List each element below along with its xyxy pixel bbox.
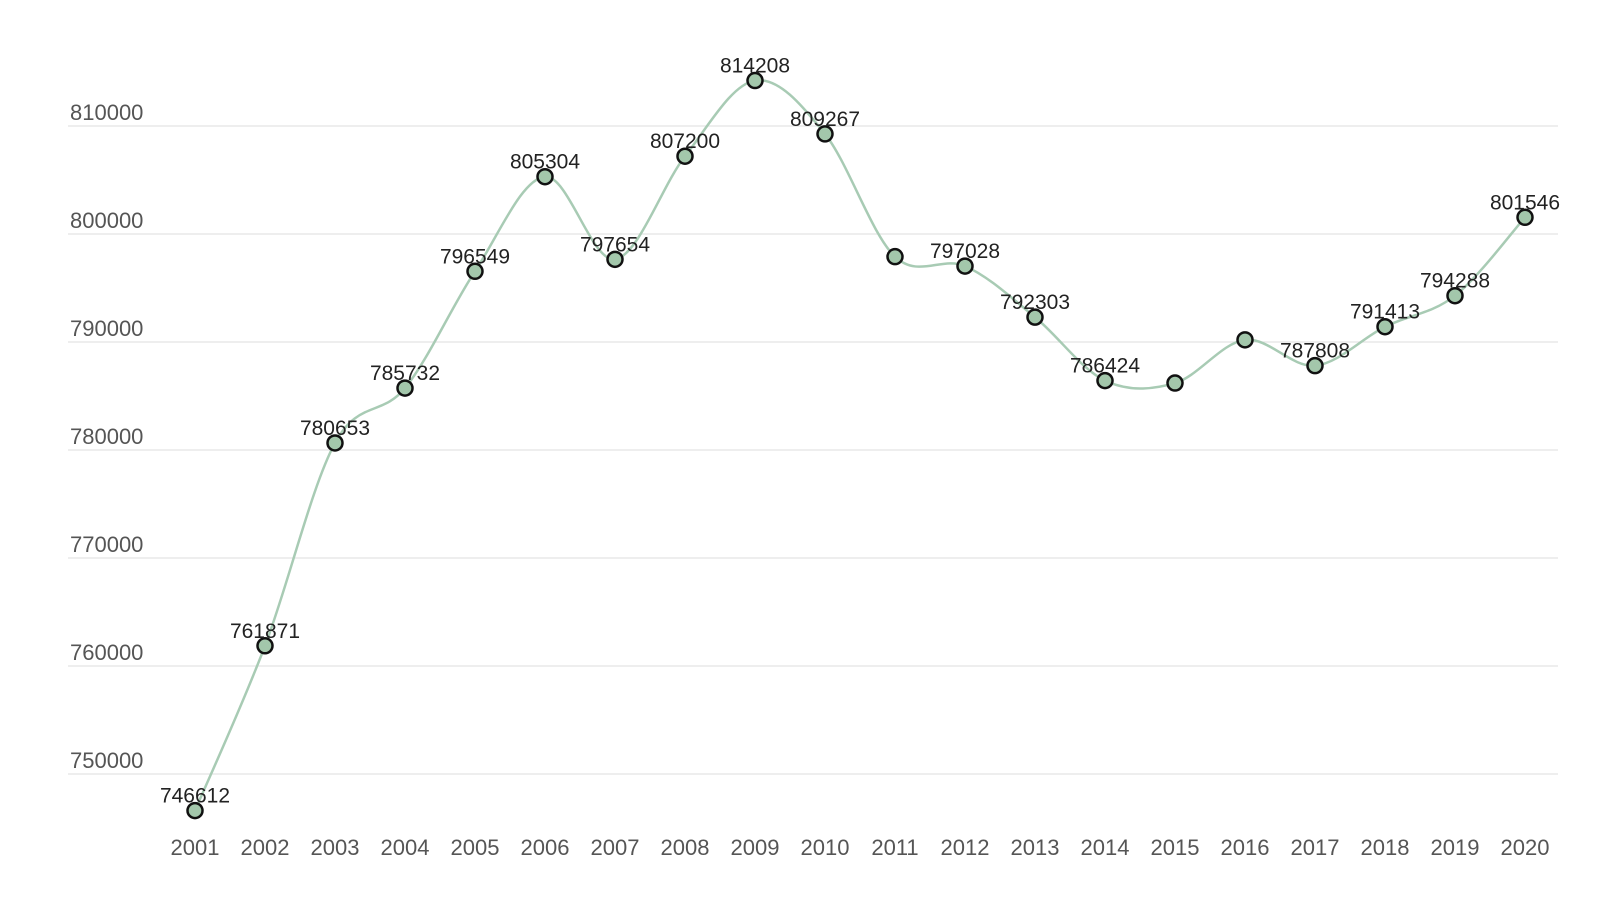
data-point-2001: [186, 801, 204, 820]
x-tick-label: 2013: [1011, 835, 1060, 860]
y-tick-label: 790000: [70, 316, 143, 341]
x-tick-label: 2015: [1151, 835, 1200, 860]
data-point-2009: [746, 71, 764, 90]
data-point-2007: [606, 250, 624, 269]
data-label-2009: 814208: [720, 55, 790, 78]
y-tick-label: 750000: [70, 748, 143, 773]
data-point-2005: [466, 262, 484, 281]
data-point-2015: [1166, 374, 1184, 392]
x-tick-label: 2019: [1431, 835, 1480, 860]
data-label-2004: 785732: [370, 362, 440, 385]
data-point-2006: [536, 167, 554, 186]
data-label-2018: 791413: [1350, 301, 1420, 324]
data-label-2012: 797028: [930, 240, 1000, 263]
data-point-2010: [816, 125, 834, 143]
gridlines: [68, 125, 1558, 775]
data-label-2014: 786424: [1070, 355, 1140, 378]
data-label-2002: 761871: [230, 620, 300, 643]
x-tick-label: 2020: [1501, 835, 1550, 860]
data-point-2018: [1376, 317, 1394, 336]
y-tick-label: 780000: [70, 424, 143, 449]
data-point-2019: [1446, 286, 1464, 305]
x-tick-label: 2010: [801, 835, 850, 860]
y-tick-label: 810000: [70, 100, 143, 125]
x-tick-label: 2007: [591, 835, 640, 860]
data-point-2017: [1306, 356, 1324, 375]
data-label-2017: 787808: [1280, 340, 1350, 363]
data-label-2003: 780653: [300, 417, 370, 440]
data-point-2013: [1026, 308, 1044, 326]
series-line: [193, 79, 1526, 812]
x-tick-label: 2017: [1291, 835, 1340, 860]
x-tick-label: 2016: [1221, 835, 1270, 860]
x-tick-label: 2001: [171, 835, 220, 860]
x-tick-label: 2004: [381, 835, 430, 860]
data-point-2012: [956, 257, 974, 275]
data-label-2019: 794288: [1420, 270, 1490, 293]
data-point-2020: [1516, 208, 1534, 227]
x-tick-label: 2006: [521, 835, 570, 860]
data-label-2013: 792303: [1000, 291, 1070, 314]
data-label-2006: 805304: [510, 151, 580, 174]
x-axis-tick-labels: 2001 2002 2003 2004 2005 2006 2007 2008 2009 2010…: [171, 835, 1550, 860]
x-tick-label: 2009: [731, 835, 780, 860]
y-tick-label: 800000: [70, 208, 143, 233]
data-point-2008: [676, 147, 694, 165]
x-tick-label: 2018: [1361, 835, 1410, 860]
data-label-2001: 746612: [160, 785, 230, 808]
data-label-2020: 801546: [1490, 191, 1560, 214]
data-labels: 746612 761871 780653 785732 796549 805304 7976…: [160, 55, 1560, 808]
data-label-2010: 809267: [790, 108, 860, 131]
x-tick-label: 2011: [871, 835, 918, 860]
data-label-2005: 796549: [440, 245, 510, 268]
data-label-2008: 807200: [650, 130, 720, 153]
x-tick-label: 2005: [451, 835, 500, 860]
x-tick-label: 2012: [941, 835, 990, 860]
x-tick-label: 2008: [661, 835, 710, 860]
data-point-2014: [1096, 371, 1114, 390]
data-point-2004: [396, 379, 414, 397]
data-point-2011: [886, 247, 904, 266]
y-axis-tick-labels: 750000 760000 770000 780000 790000 800000 8100…: [70, 100, 143, 773]
y-tick-label: 760000: [70, 640, 143, 665]
x-tick-label: 2002: [241, 835, 290, 860]
data-point-2003: [326, 434, 344, 452]
x-tick-label: 2003: [311, 835, 360, 860]
x-tick-label: 2014: [1081, 835, 1130, 860]
y-tick-label: 770000: [70, 532, 143, 557]
data-points: [186, 71, 1534, 820]
data-point-2002: [256, 637, 274, 655]
data-label-2007: 797654: [580, 233, 650, 256]
data-point-2016: [1236, 331, 1254, 349]
